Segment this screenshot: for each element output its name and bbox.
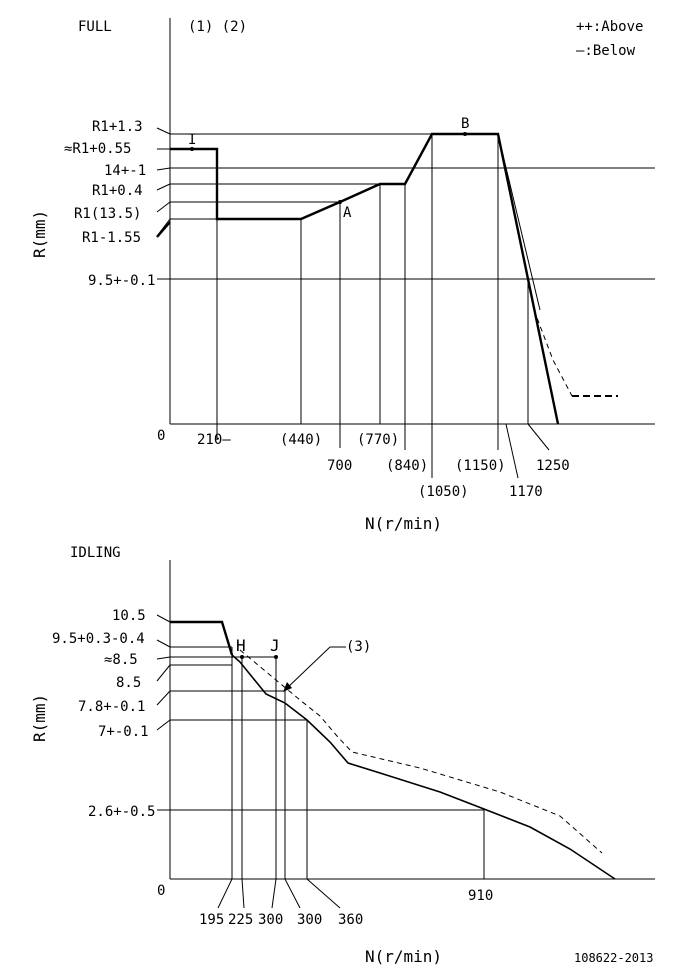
full-curve-thin-slope <box>497 133 541 311</box>
full-point-i: I <box>188 132 196 148</box>
full-point-a: A <box>343 205 352 221</box>
idling-leader-2 <box>156 639 171 648</box>
idling-note-3: (3) <box>346 639 371 655</box>
full-x-label-840: (840) <box>386 458 428 474</box>
idling-origin-label: 0 <box>157 883 165 899</box>
idling-x-label-300a: 300 <box>258 912 283 928</box>
idling-leader-5 <box>156 690 171 706</box>
idling-x-axis-label: N(r/min) <box>365 947 442 966</box>
idling-y-axis-label: R(mm) <box>30 694 49 742</box>
full-y-label-r1-1.55: R1-1.55 <box>82 230 141 246</box>
full-y-label-r1-1.3: R1+1.3 <box>92 119 143 135</box>
idling-leader-x-225 <box>241 878 245 909</box>
legend-below: —:Below <box>576 43 636 59</box>
idling-note-arrow-line <box>284 646 331 691</box>
idling-x-label-910: 910 <box>468 888 493 904</box>
full-x-label-1170: 1170 <box>509 484 543 500</box>
idling-x-label-360: 360 <box>338 912 363 928</box>
idling-leader-x-300a <box>271 878 277 909</box>
full-notes: (1) (2) <box>188 19 247 35</box>
idling-y-label-8.5b: 8.5 <box>116 675 141 691</box>
idling-leader-1 <box>156 614 171 623</box>
idling-y-label-2.6: 2.6+-0.5 <box>88 804 155 820</box>
full-x-label-1250: 1250 <box>536 458 570 474</box>
full-y-label-14: 14+-1 <box>104 163 146 179</box>
legend-above: ++:Above <box>576 19 643 35</box>
full-y-label-r1-0.4: R1+0.4 <box>92 183 143 199</box>
idling-note-arrowhead <box>283 682 292 692</box>
full-x-label-1050: (1050) <box>418 484 469 500</box>
full-dashed-tail <box>533 309 573 397</box>
full-x-label-440: (440) <box>280 432 322 448</box>
idling-leader-x-300b <box>284 878 301 909</box>
full-point-b: B <box>461 116 469 132</box>
full-x-axis-label: N(r/min) <box>365 514 442 533</box>
full-x-label-1150: (1150) <box>455 458 506 474</box>
idling-point-j: J <box>270 636 280 655</box>
idling-y-label-7: 7+-0.1 <box>98 724 149 740</box>
idling-curve <box>231 654 616 880</box>
idling-leader-4 <box>156 664 171 682</box>
full-leader-4 <box>156 183 171 191</box>
idling-leader-x-360 <box>306 878 341 909</box>
full-title: FULL <box>78 19 112 35</box>
idling-point-h-dot <box>240 655 244 659</box>
idling-leader-3 <box>156 656 171 660</box>
full-point-b-dot <box>463 132 467 136</box>
full-chart: FULL (1) (2) 0 R(mm) R1+1.3 ≈R1+0.55 14+… <box>30 18 655 533</box>
full-point-a-dot <box>338 200 342 204</box>
full-leader-1250 <box>527 423 550 451</box>
full-leader-5 <box>156 201 171 213</box>
full-y-axis-label: R(mm) <box>30 210 49 258</box>
full-y-label-r1-13.5: R1(13.5) <box>74 206 141 222</box>
idling-leader-x-195 <box>217 878 233 909</box>
full-point-i-dot <box>190 147 194 151</box>
idling-chart: IDLING 0 R(mm) 10.5 9.5+0.3-0.4 ≈8.5 8.5… <box>30 545 655 966</box>
idling-x-label-300b: 300 <box>297 912 322 928</box>
full-x-label-210: 210— <box>197 432 231 448</box>
idling-y-label-9.5: 9.5+0.3-0.4 <box>52 631 145 647</box>
idling-title: IDLING <box>70 545 121 561</box>
idling-y-label-7.8: 7.8+-0.1 <box>78 699 145 715</box>
idling-leader-6 <box>156 719 171 731</box>
full-origin-label: 0 <box>157 428 165 444</box>
full-y-label-9.5: 9.5+-0.1 <box>88 273 155 289</box>
full-y-label-r1-0.55: ≈R1+0.55 <box>64 141 131 157</box>
full-leader-3 <box>156 167 171 171</box>
idling-x-label-225: 225 <box>228 912 253 928</box>
idling-y-label-8.5a: ≈8.5 <box>104 652 138 668</box>
idling-point-j-dot <box>274 655 278 659</box>
full-x-label-700: 700 <box>327 458 352 474</box>
idling-y-label-10.5: 10.5 <box>112 608 146 624</box>
idling-x-label-195: 195 <box>199 912 224 928</box>
full-curve-stub <box>156 221 171 238</box>
idling-point-h: H <box>236 636 246 655</box>
full-leader-1170 <box>505 423 519 479</box>
full-x-label-770: (770) <box>357 432 399 448</box>
document-id: 108622-2013 <box>574 951 653 965</box>
idling-dashed-curve <box>239 649 603 854</box>
idling-curve-top <box>170 620 234 656</box>
full-leader-1 <box>156 127 171 135</box>
